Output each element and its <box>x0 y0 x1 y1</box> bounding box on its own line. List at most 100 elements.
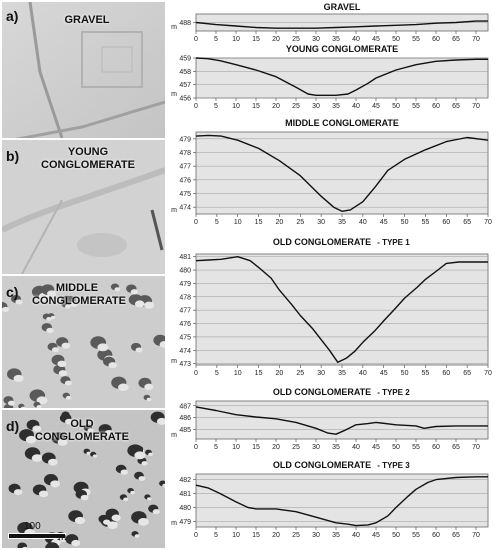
y-tick-label: 458 <box>179 69 191 76</box>
y-tick-label: 478 <box>179 150 191 157</box>
doline-highlight <box>130 289 139 295</box>
y-tick-label: 477 <box>179 308 191 315</box>
x-tick-label: 50 <box>392 444 400 451</box>
panel-title: OLD CONGLOMERATE <box>35 418 129 443</box>
x-tick-label: 5 <box>215 219 219 226</box>
doline-highlight <box>134 534 140 538</box>
chart-title: OLD CONGLOMERATE <box>273 387 371 397</box>
doline-highlight <box>147 497 152 501</box>
x-tick-label: 30 <box>312 444 320 451</box>
x-tick-label: 10 <box>232 36 240 43</box>
panel-title: GRAVEL <box>64 14 110 26</box>
doline-highlight <box>65 395 72 400</box>
x-tick-label: 35 <box>338 219 346 226</box>
x-tick-label: 45 <box>372 36 380 43</box>
x-tick-label: 5 <box>215 370 219 377</box>
x-tick-label: 60 <box>432 103 440 110</box>
doline-highlight <box>135 347 143 353</box>
x-tick-label: 15 <box>252 532 260 539</box>
doline-highlight <box>97 343 109 352</box>
y-tick-label: 480 <box>179 505 191 512</box>
x-tick-label: 50 <box>392 103 400 110</box>
doline-highlight <box>31 454 43 462</box>
plot-area <box>195 253 489 366</box>
x-tick-label: 35 <box>332 36 340 43</box>
x-tick-label: 20 <box>272 532 280 539</box>
chart-subtitle: - TYPE 2 <box>377 388 410 397</box>
doline-highlight <box>46 316 52 321</box>
y-axis-unit: m <box>171 24 177 31</box>
y-tick-label: 475 <box>179 191 191 198</box>
x-tick-label: 55 <box>412 444 420 451</box>
y-tick-label: 457 <box>179 82 191 89</box>
plot-area <box>195 400 489 440</box>
doline-highlight <box>2 306 10 313</box>
x-tick-label: 10 <box>232 103 240 110</box>
y-axis-unit: m <box>171 432 177 439</box>
doline-highlight <box>114 287 121 292</box>
x-tick-label: 10 <box>234 219 242 226</box>
x-tick-label: 35 <box>332 532 340 539</box>
y-tick-label: 480 <box>179 268 191 275</box>
x-tick-label: 60 <box>442 219 450 226</box>
hillshade-image <box>2 410 165 548</box>
doline-highlight <box>57 360 67 368</box>
hillshade-image <box>2 140 165 274</box>
doline-highlight <box>80 494 89 501</box>
plot-area <box>195 131 489 215</box>
doline-highlight <box>92 454 98 458</box>
doline-highlight <box>130 490 135 495</box>
chart-subtitle: - TYPE 3 <box>377 461 410 470</box>
x-tick-label: 5 <box>214 36 218 43</box>
scale-bar-unit: m <box>58 532 67 543</box>
doline-highlight <box>65 304 71 309</box>
doline-highlight <box>38 490 49 498</box>
x-tick-label: 0 <box>194 36 198 43</box>
y-tick-label: 476 <box>179 321 191 328</box>
x-tick-label: 20 <box>276 370 284 377</box>
x-tick-label: 35 <box>332 444 340 451</box>
x-tick-label: 70 <box>472 103 480 110</box>
y-axis-unit: m <box>171 520 177 527</box>
x-tick-label: 25 <box>292 532 300 539</box>
doline-highlight <box>69 301 79 307</box>
doline-highlight <box>65 418 74 425</box>
x-tick-label: 40 <box>359 370 367 377</box>
x-tick-label: 0 <box>194 532 198 539</box>
doline-highlight <box>50 315 56 320</box>
x-tick-label: 20 <box>272 444 280 451</box>
x-tick-label: 0 <box>194 219 198 226</box>
doline-highlight <box>162 483 165 488</box>
x-tick-label: 25 <box>292 444 300 451</box>
doline-pit <box>45 542 60 548</box>
x-tick-label: 50 <box>401 219 409 226</box>
doline-highlight <box>152 509 160 515</box>
y-tick-label: 475 <box>179 334 191 341</box>
doline-highlight <box>104 429 114 437</box>
y-tick-label: 479 <box>179 519 191 526</box>
x-tick-label: 35 <box>332 103 340 110</box>
doline-highlight <box>21 406 26 408</box>
y-tick-label: 481 <box>179 491 191 498</box>
doline-highlight <box>118 383 129 392</box>
scale-bar-value: 100 <box>24 521 41 532</box>
x-tick-label: 60 <box>432 36 440 43</box>
x-tick-label: 5 <box>214 103 218 110</box>
y-tick-label: 479 <box>179 281 191 288</box>
doline-highlight <box>103 519 111 525</box>
doline-highlight <box>46 327 54 334</box>
y-tick-label: 456 <box>179 96 191 103</box>
x-tick-label: 10 <box>232 532 240 539</box>
doline-highlight <box>74 516 86 525</box>
hillshade-panel-gravel: a) GRAVEL <box>2 2 165 138</box>
x-tick-label: 15 <box>255 219 263 226</box>
plot-area <box>195 57 489 99</box>
x-tick-label: 70 <box>472 444 480 451</box>
doline-highlight <box>144 383 154 391</box>
panel-letter: a) <box>6 8 19 24</box>
x-tick-label: 25 <box>296 370 304 377</box>
x-tick-label: 30 <box>312 532 320 539</box>
x-tick-label: 45 <box>372 103 380 110</box>
x-tick-label: 0 <box>194 444 198 451</box>
